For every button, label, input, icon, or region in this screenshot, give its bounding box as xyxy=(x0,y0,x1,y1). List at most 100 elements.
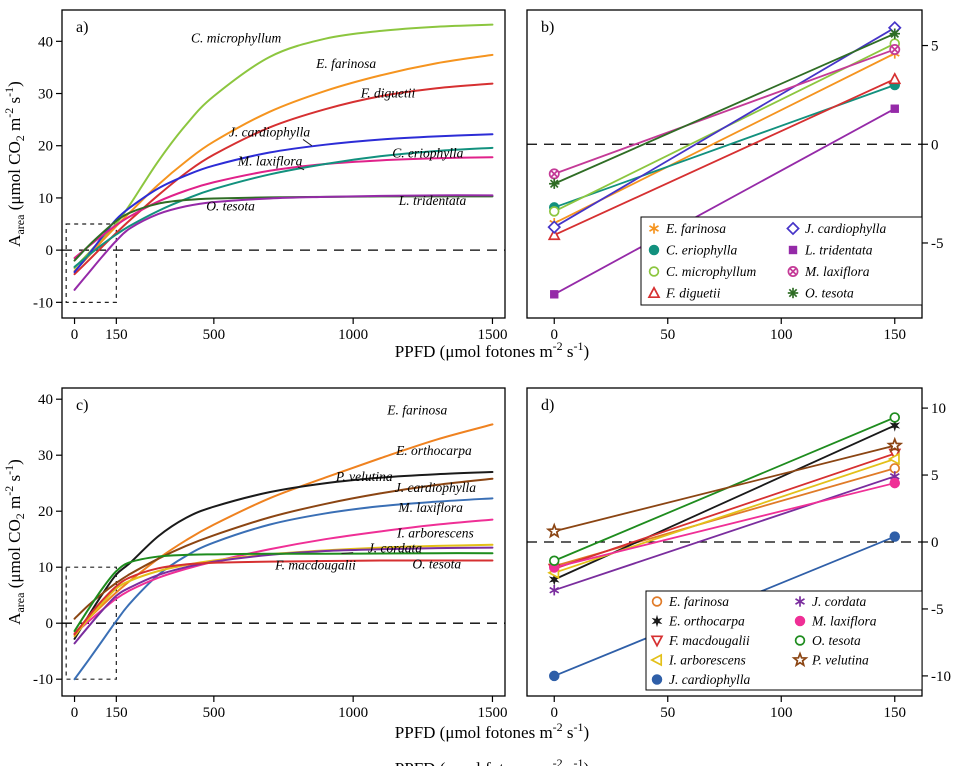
point-j-cordata xyxy=(549,586,560,594)
y-tick-label: 10 xyxy=(38,560,53,576)
curve-label-o-tesota: O. tesota xyxy=(206,198,255,213)
point-j-cardiophylla xyxy=(889,531,901,542)
y-tick-label: 10 xyxy=(38,191,53,207)
curve-label-m-laxiflora: M. laxiflora xyxy=(237,154,303,169)
point-l-tridentata xyxy=(550,290,559,299)
series-line-m-laxiflora xyxy=(73,156,494,259)
curve-label-l-tridentata: L. tridentata xyxy=(398,193,467,208)
series-line-c-eriophylla xyxy=(73,146,494,268)
point-o-tesota xyxy=(549,179,559,189)
y-tick-label: 30 xyxy=(38,448,53,464)
series-line-p-velutina xyxy=(73,477,494,620)
legend-label-i-arborescens: I. arborescens xyxy=(668,653,746,668)
point-f-diguetii xyxy=(547,228,561,241)
legend-symbol-m-laxiflora xyxy=(794,615,806,627)
series-segment-j-cordata xyxy=(553,475,896,592)
y-tick-label: 20 xyxy=(38,504,53,520)
legend-symbol-e-orthocarpa xyxy=(651,614,663,628)
series-line-j-cordata xyxy=(73,546,494,645)
legend-label-f-macdougalii: F. macdougalii xyxy=(668,633,750,648)
x-tick-label: 0 xyxy=(71,705,79,721)
point-m-laxiflora xyxy=(891,45,899,54)
series-segment-l-tridentata xyxy=(553,107,896,296)
point-e-orthocarpa xyxy=(889,419,901,432)
x-tick-label: 0 xyxy=(550,327,558,343)
y-tick-label: 40 xyxy=(38,392,53,408)
point-j-cordata xyxy=(889,473,900,480)
legend-b: E. farinosa C. eriophylla C. microphyllum F… xyxy=(640,216,923,306)
panel-a: C. microphyllum E. farinosa F. diguetii J. … xyxy=(33,9,507,343)
y-tick-label: 0 xyxy=(46,243,54,259)
legend-symbol-c-microphyllum xyxy=(648,266,660,277)
legend-symbol-m-laxiflora xyxy=(789,267,797,276)
x-tick-label: 0 xyxy=(550,705,558,721)
y-tick-label: 30 xyxy=(38,87,53,103)
point-e-orthocarpa xyxy=(548,573,560,586)
point-f-diguetii xyxy=(888,72,902,85)
inset-dashed-box xyxy=(65,223,117,303)
x-tick-label: 1500 xyxy=(477,327,507,343)
y-tick-label: 0 xyxy=(46,616,54,632)
inset-dashed-box xyxy=(65,566,117,680)
y-tick-label: -5 xyxy=(931,236,944,252)
legend-d: E. farinosa E. orthocarpa F. macdougalii I.… xyxy=(645,590,923,691)
legend-label-e-farinosa: E. farinosa xyxy=(665,221,726,236)
legend-symbol-j-cordata xyxy=(795,598,805,605)
y-tick-label: 5 xyxy=(931,468,939,484)
legend-label-j-cordata: J. cordata xyxy=(812,594,866,609)
legend-label-j-cardiophylla: J. cardiophylla xyxy=(669,672,750,687)
y-tick-label: 5 xyxy=(931,39,939,55)
point-j-cardiophylla xyxy=(547,220,562,234)
legend-symbol-p-velutina xyxy=(791,651,809,668)
y-tick-label: 20 xyxy=(38,139,53,155)
x-tick-label: 0 xyxy=(71,327,79,343)
curve-label-o-tesota: O. tesota xyxy=(412,556,461,571)
series-segment-f-macdougalii xyxy=(553,452,896,570)
curve-label-e-farinosa: E. farinosa xyxy=(315,56,376,71)
point-o-tesota xyxy=(548,555,560,566)
point-m-laxiflora xyxy=(550,170,558,178)
x-tick-label: 500 xyxy=(203,327,226,343)
legend-symbol-c-eriophylla xyxy=(648,244,660,256)
y-tick-label: -10 xyxy=(33,295,53,311)
point-c-microphyllum xyxy=(548,206,560,217)
panel-letter-b: b) xyxy=(541,19,554,36)
legend-symbol-f-macdougalii xyxy=(650,635,664,648)
curve-label-e-farinosa: E. farinosa xyxy=(386,402,447,417)
series-line-f-macdougalii xyxy=(73,559,494,636)
y-tick-label: 0 xyxy=(931,137,939,153)
label-leader-j-cardiophylla xyxy=(302,139,313,147)
legend-symbol-l-tridentata xyxy=(788,245,798,255)
series-segment-m-laxiflora xyxy=(554,482,895,569)
legend-symbol-f-diguetii xyxy=(647,285,661,299)
series-segment-m-laxiflora xyxy=(553,48,896,175)
x-tick-label: 50 xyxy=(660,705,675,721)
legend-label-m-laxiflora: M. laxiflora xyxy=(804,264,870,279)
series-line-l-tridentata xyxy=(73,194,494,291)
legend-label-j-cardiophylla: J. cardiophylla xyxy=(805,221,886,236)
legend-symbol-j-cardiophylla xyxy=(651,674,663,685)
y-tick-label: 0 xyxy=(931,535,939,551)
curve-label-c-eriophylla: C. eriophylla xyxy=(392,146,463,161)
curve-label-f-diguetii: F. diguetii xyxy=(360,86,416,101)
series-line-e-farinosa xyxy=(73,423,494,635)
curve-label-j-cordata: J. cordata xyxy=(368,541,422,556)
series-line-o-tesota xyxy=(73,552,494,633)
legend-label-o-tesota: O. tesota xyxy=(812,633,861,648)
panel-frame xyxy=(526,9,923,319)
curve-label-m-laxiflora: M. laxiflora xyxy=(397,500,463,515)
point-m-laxiflora xyxy=(889,477,901,489)
label-leader-m-laxiflora xyxy=(297,166,305,171)
legend-label-o-tesota: O. tesota xyxy=(805,286,854,301)
curve-label-j-cardiophylla: J. cardiophylla xyxy=(229,124,310,139)
legend-symbol-o-tesota xyxy=(794,635,806,646)
point-p-velutina xyxy=(886,436,904,453)
legend-symbol-i-arborescens xyxy=(649,653,663,667)
legend-label-m-laxiflora: M. laxiflora xyxy=(811,614,877,629)
curve-label-i-arborescens: I. arborescens xyxy=(396,526,474,541)
x-tick-label: 500 xyxy=(203,705,226,721)
curve-label-f-macdougalii: F. macdougalii xyxy=(274,557,356,572)
legend-label-e-farinosa: E. farinosa xyxy=(668,594,729,609)
